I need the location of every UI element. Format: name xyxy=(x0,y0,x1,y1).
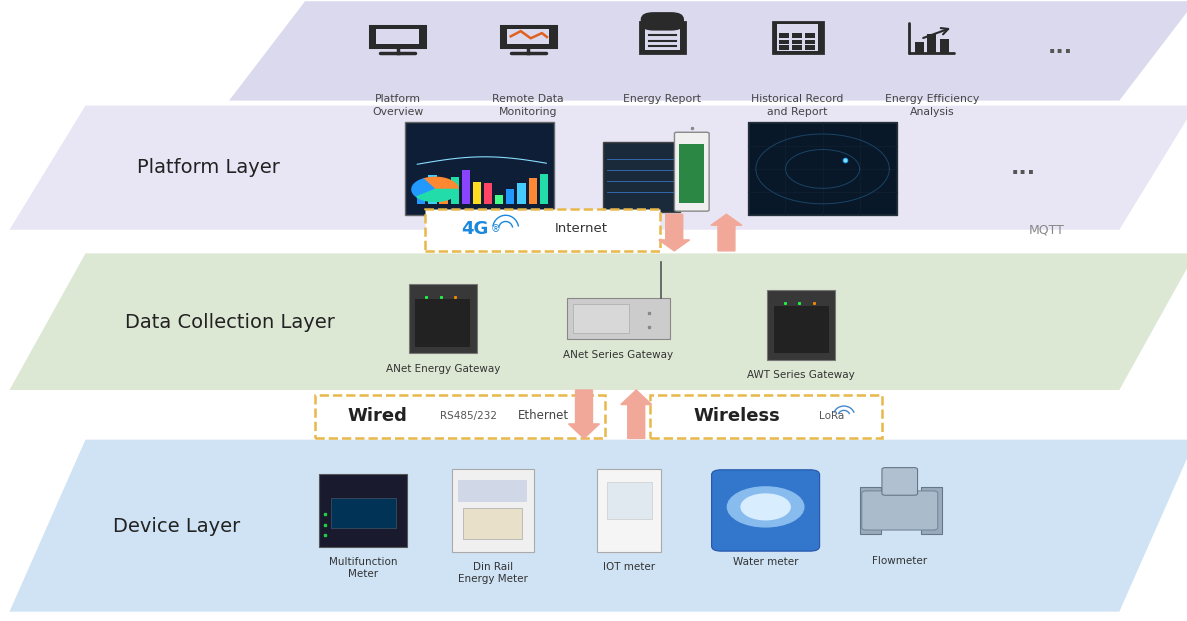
Text: Multifunction
Meter: Multifunction Meter xyxy=(329,558,398,579)
FancyBboxPatch shape xyxy=(429,175,437,204)
FancyBboxPatch shape xyxy=(779,45,789,50)
FancyBboxPatch shape xyxy=(774,306,829,353)
Text: 4G: 4G xyxy=(461,220,489,238)
FancyBboxPatch shape xyxy=(415,299,470,347)
FancyBboxPatch shape xyxy=(376,29,419,44)
FancyBboxPatch shape xyxy=(370,26,425,47)
Text: Ethernet: Ethernet xyxy=(518,409,570,422)
Text: Energy Efficiency
Analysis: Energy Efficiency Analysis xyxy=(884,94,979,117)
Text: AWT Series Gateway: AWT Series Gateway xyxy=(748,370,855,380)
FancyBboxPatch shape xyxy=(921,487,941,534)
FancyBboxPatch shape xyxy=(645,27,680,50)
Text: Din Rail
Energy Meter: Din Rail Energy Meter xyxy=(458,562,527,584)
FancyBboxPatch shape xyxy=(773,22,823,53)
Text: ...: ... xyxy=(1047,37,1073,57)
FancyBboxPatch shape xyxy=(331,498,395,528)
FancyBboxPatch shape xyxy=(862,491,938,530)
Text: ANet Energy Gateway: ANet Energy Gateway xyxy=(386,364,500,374)
FancyBboxPatch shape xyxy=(805,34,814,38)
Text: RS485/232: RS485/232 xyxy=(440,411,497,421)
FancyBboxPatch shape xyxy=(451,176,459,204)
FancyBboxPatch shape xyxy=(425,209,660,251)
FancyBboxPatch shape xyxy=(439,184,447,204)
Polygon shape xyxy=(621,390,652,438)
FancyBboxPatch shape xyxy=(573,304,629,333)
Circle shape xyxy=(728,487,804,527)
Text: Platform Layer: Platform Layer xyxy=(137,158,279,177)
FancyBboxPatch shape xyxy=(495,195,503,204)
FancyBboxPatch shape xyxy=(679,144,704,204)
Polygon shape xyxy=(9,440,1187,612)
FancyBboxPatch shape xyxy=(463,508,522,538)
FancyBboxPatch shape xyxy=(603,142,680,212)
Text: ...: ... xyxy=(1010,158,1036,178)
FancyBboxPatch shape xyxy=(540,175,548,204)
FancyBboxPatch shape xyxy=(506,189,514,204)
FancyBboxPatch shape xyxy=(779,34,789,38)
FancyBboxPatch shape xyxy=(458,480,527,502)
FancyBboxPatch shape xyxy=(319,474,407,547)
FancyBboxPatch shape xyxy=(915,42,923,53)
FancyBboxPatch shape xyxy=(451,469,533,552)
FancyBboxPatch shape xyxy=(418,195,425,204)
FancyBboxPatch shape xyxy=(792,34,802,38)
Text: Internet: Internet xyxy=(556,222,608,235)
Polygon shape xyxy=(569,390,599,438)
FancyBboxPatch shape xyxy=(406,122,553,215)
Text: ANet Series Gateway: ANet Series Gateway xyxy=(564,350,673,360)
Text: Wired: Wired xyxy=(348,407,407,425)
FancyBboxPatch shape xyxy=(768,290,836,360)
Text: Flowmeter: Flowmeter xyxy=(872,556,927,566)
FancyBboxPatch shape xyxy=(607,482,652,519)
FancyBboxPatch shape xyxy=(748,122,896,215)
FancyBboxPatch shape xyxy=(408,284,476,353)
Text: MQTT: MQTT xyxy=(1029,224,1065,236)
Text: Wireless: Wireless xyxy=(693,407,781,425)
Polygon shape xyxy=(659,214,690,251)
FancyBboxPatch shape xyxy=(882,468,918,496)
Circle shape xyxy=(741,494,791,520)
Text: Remote Data
Monitoring: Remote Data Monitoring xyxy=(493,94,564,117)
Polygon shape xyxy=(229,1,1187,101)
FancyBboxPatch shape xyxy=(792,45,802,50)
FancyBboxPatch shape xyxy=(597,469,661,552)
Polygon shape xyxy=(412,179,436,197)
FancyBboxPatch shape xyxy=(792,40,802,44)
Text: Historical Record
and Report: Historical Record and Report xyxy=(751,94,844,117)
FancyBboxPatch shape xyxy=(484,183,493,204)
FancyBboxPatch shape xyxy=(711,469,819,551)
FancyBboxPatch shape xyxy=(501,26,556,47)
FancyBboxPatch shape xyxy=(927,34,937,53)
FancyBboxPatch shape xyxy=(805,45,814,50)
Text: Energy Report: Energy Report xyxy=(623,94,702,104)
FancyBboxPatch shape xyxy=(779,40,789,44)
FancyBboxPatch shape xyxy=(518,183,526,204)
Polygon shape xyxy=(9,106,1187,230)
FancyBboxPatch shape xyxy=(567,298,669,339)
FancyBboxPatch shape xyxy=(777,24,818,51)
Polygon shape xyxy=(9,253,1187,390)
Text: Water meter: Water meter xyxy=(732,558,799,568)
FancyBboxPatch shape xyxy=(650,395,882,438)
FancyBboxPatch shape xyxy=(472,182,481,204)
Text: Data Collection Layer: Data Collection Layer xyxy=(125,314,335,332)
FancyBboxPatch shape xyxy=(528,178,537,204)
FancyBboxPatch shape xyxy=(642,13,683,30)
FancyBboxPatch shape xyxy=(805,40,814,44)
Text: Device Layer: Device Layer xyxy=(113,517,240,536)
Polygon shape xyxy=(417,189,458,201)
FancyBboxPatch shape xyxy=(462,170,470,204)
FancyBboxPatch shape xyxy=(674,132,709,211)
FancyBboxPatch shape xyxy=(640,22,685,53)
Polygon shape xyxy=(711,214,742,251)
Text: Platform
Overview: Platform Overview xyxy=(372,94,424,117)
Text: IOT meter: IOT meter xyxy=(603,562,655,572)
Text: LoRa: LoRa xyxy=(819,411,845,421)
FancyBboxPatch shape xyxy=(859,487,881,534)
Text: ®: ® xyxy=(490,224,500,234)
FancyBboxPatch shape xyxy=(315,395,605,438)
FancyBboxPatch shape xyxy=(507,29,550,44)
Polygon shape xyxy=(424,178,458,189)
FancyBboxPatch shape xyxy=(940,39,948,53)
